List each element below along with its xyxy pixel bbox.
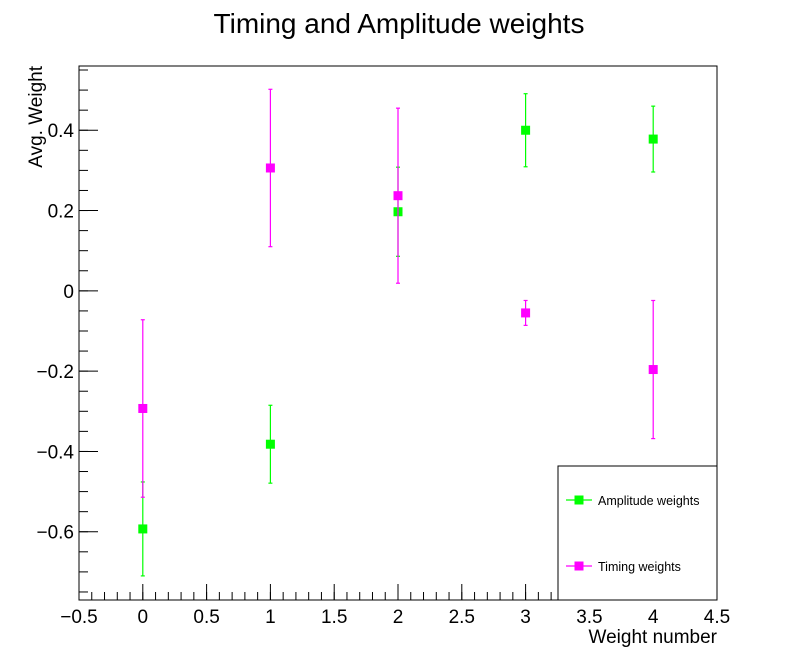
data-point [521,308,531,318]
x-tick-label: 4.5 [704,607,730,628]
y-tick-label: 0.4 [48,121,75,142]
x-tick-label: 3.5 [576,607,602,628]
data-point [648,134,658,144]
chart-title: Timing and Amplitude weights [214,8,585,39]
data-point [265,163,275,173]
x-tick-label: 2 [393,607,404,628]
y-tick-label: −0.4 [36,442,74,463]
series-layer [138,88,658,577]
data-point [138,524,148,534]
series-timing-weights [138,88,658,498]
x-axis: −0.5 0 0.5 1 1.5 2 2.5 3 3.5 4 4.5 [60,584,730,628]
legend-label: Timing weights [598,560,681,574]
data-point [521,125,531,135]
legend-marker [574,495,584,505]
legend-label: Amplitude weights [598,494,699,508]
data-point [265,439,275,449]
data-point [138,403,148,413]
y-tick-label: −0.6 [36,523,74,544]
x-tick-label: 0.5 [193,607,219,628]
y-axis: −0.6 −0.4 −0.2 0 0.2 0.4 [36,69,98,593]
x-tick-label: 3 [520,607,531,628]
x-tick-label: −0.5 [60,607,98,628]
data-point [648,365,658,375]
x-tick-label: 2.5 [449,607,475,628]
legend: Amplitude weights Timing weights [557,465,718,601]
y-tick-label: −0.2 [36,362,74,383]
x-tick-label: 4 [648,607,659,628]
y-tick-label: 0 [63,282,74,303]
legend-box [557,465,718,601]
x-tick-label: 1 [265,607,276,628]
x-tick-label: 0 [138,607,149,628]
x-tick-label: 1.5 [321,607,347,628]
y-axis-label: Avg. Weight [26,65,47,167]
data-point [393,191,403,201]
legend-marker [574,561,584,571]
x-axis-label: Weight number [589,627,718,648]
y-tick-label: 0.2 [48,202,74,223]
